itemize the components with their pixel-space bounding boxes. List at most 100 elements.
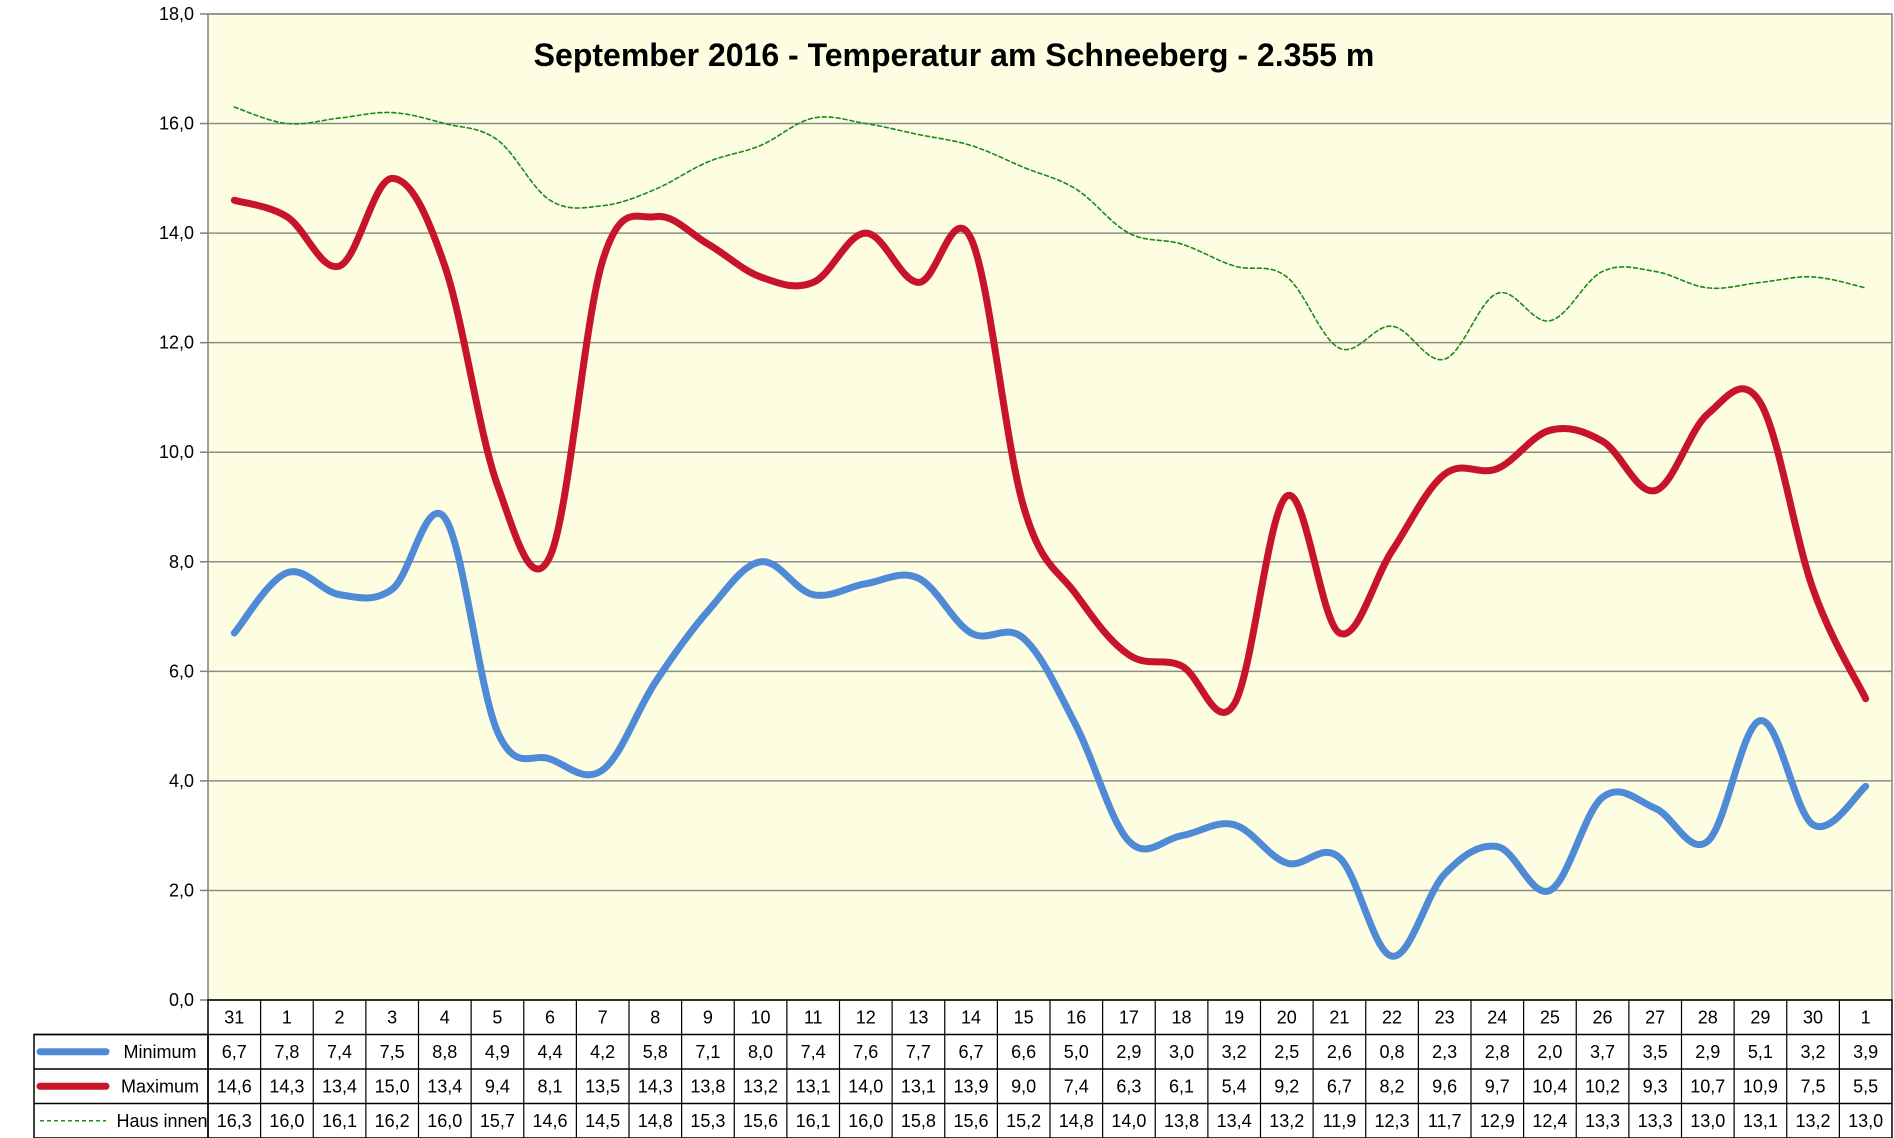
data-label-minimum: 7,1 — [695, 1042, 720, 1062]
data-label-maximum: 5,5 — [1853, 1076, 1878, 1096]
x-tick-label: 18 — [1172, 1007, 1192, 1027]
x-tick-label: 28 — [1698, 1007, 1718, 1027]
data-label-maximum: 14,6 — [217, 1076, 252, 1096]
data-label-minimum: 3,7 — [1590, 1042, 1615, 1062]
x-tick-label: 31 — [224, 1007, 244, 1027]
data-label-minimum: 8,8 — [432, 1042, 457, 1062]
data-label-minimum: 3,0 — [1169, 1042, 1194, 1062]
data-label-haus-innen: 15,7 — [480, 1111, 515, 1131]
x-tick-label: 22 — [1382, 1007, 1402, 1027]
data-label-haus-innen: 15,6 — [743, 1111, 778, 1131]
data-label-minimum: 7,8 — [274, 1042, 299, 1062]
data-label-minimum: 7,7 — [906, 1042, 931, 1062]
data-label-maximum: 13,1 — [901, 1076, 936, 1096]
x-tick-label: 2 — [335, 1007, 345, 1027]
y-tick-label: 6,0 — [169, 661, 194, 681]
data-label-haus-innen: 16,0 — [848, 1111, 883, 1131]
series-line-minimum — [230, 510, 1870, 960]
plot-area — [207, 13, 1893, 1001]
x-tick-label: 12 — [856, 1007, 876, 1027]
data-label-haus-innen: 15,8 — [901, 1111, 936, 1131]
data-label-haus-innen: 16,0 — [269, 1111, 304, 1131]
data-label-maximum: 14,3 — [638, 1076, 673, 1096]
data-label-maximum: 6,3 — [1116, 1076, 1141, 1096]
data-label-maximum: 10,7 — [1690, 1076, 1725, 1096]
y-tick-label: 4,0 — [169, 771, 194, 791]
x-tick-label: 1 — [282, 1007, 292, 1027]
data-label-maximum: 13,9 — [954, 1076, 989, 1096]
data-label-haus-innen: 13,3 — [1585, 1111, 1620, 1131]
data-label-minimum: 2,3 — [1432, 1042, 1457, 1062]
data-label-minimum: 7,6 — [853, 1042, 878, 1062]
data-label-minimum: 7,4 — [327, 1042, 352, 1062]
x-tick-label: 1 — [1861, 1007, 1871, 1027]
data-label-haus-innen: 13,0 — [1690, 1111, 1725, 1131]
data-label-maximum: 14,3 — [269, 1076, 304, 1096]
series-lines — [230, 106, 1870, 960]
y-tick-label: 8,0 — [169, 552, 194, 572]
data-label-haus-innen: 14,6 — [533, 1111, 568, 1131]
y-tick-label: 14,0 — [159, 223, 194, 243]
y-tick-label: 10,0 — [159, 442, 194, 462]
data-label-haus-innen: 13,0 — [1848, 1111, 1883, 1131]
data-label-minimum: 8,0 — [748, 1042, 773, 1062]
data-label-haus-innen: 14,5 — [585, 1111, 620, 1131]
x-tick-label: 6 — [545, 1007, 555, 1027]
chart-title: September 2016 - Temperatur am Schneeber… — [534, 37, 1375, 73]
x-tick-label: 23 — [1435, 1007, 1455, 1027]
x-tick-label: 7 — [598, 1007, 608, 1027]
data-label-minimum: 7,5 — [380, 1042, 405, 1062]
x-tick-label: 29 — [1750, 1007, 1770, 1027]
data-label-minimum: 2,8 — [1485, 1042, 1510, 1062]
x-tick-label: 26 — [1593, 1007, 1613, 1027]
data-label-minimum: 4,9 — [485, 1042, 510, 1062]
x-tick-label: 17 — [1119, 1007, 1139, 1027]
x-tick-label: 3 — [387, 1007, 397, 1027]
data-label-haus-innen: 13,2 — [1269, 1111, 1304, 1131]
y-tick-label: 0,0 — [169, 990, 194, 1010]
data-label-haus-innen: 12,3 — [1375, 1111, 1410, 1131]
series-line-haus-innen — [233, 106, 1867, 361]
data-label-haus-innen: 14,8 — [638, 1111, 673, 1131]
data-label-minimum: 2,6 — [1327, 1042, 1352, 1062]
x-tick-label: 19 — [1224, 1007, 1244, 1027]
data-label-haus-innen: 15,6 — [954, 1111, 989, 1131]
data-label-maximum: 13,5 — [585, 1076, 620, 1096]
y-axis: 0,0 2,0 4,0 6,0 8,0 10,0 12,0 14,0 16,0 18,0 — [159, 4, 208, 1010]
y-tick-label: 18,0 — [159, 4, 194, 24]
data-label-haus-innen: 13,4 — [1217, 1111, 1252, 1131]
x-tick-label: 27 — [1645, 1007, 1665, 1027]
data-label-minimum: 3,2 — [1222, 1042, 1247, 1062]
data-label-minimum: 3,5 — [1643, 1042, 1668, 1062]
data-label-haus-innen: 12,4 — [1532, 1111, 1567, 1131]
data-label-haus-innen: 13,8 — [1164, 1111, 1199, 1131]
data-label-maximum: 10,9 — [1743, 1076, 1778, 1096]
data-label-haus-innen: 14,8 — [1059, 1111, 1094, 1131]
data-label-maximum: 6,7 — [1327, 1076, 1352, 1096]
data-label-minimum: 2,9 — [1695, 1042, 1720, 1062]
x-tick-label: 20 — [1277, 1007, 1297, 1027]
data-label-minimum: 3,9 — [1853, 1042, 1878, 1062]
data-label-haus-innen: 16,3 — [217, 1111, 252, 1131]
data-label-haus-innen: 15,2 — [1006, 1111, 1041, 1131]
data-label-maximum: 13,8 — [690, 1076, 725, 1096]
data-label-maximum: 10,2 — [1585, 1076, 1620, 1096]
data-label-maximum: 15,0 — [375, 1076, 410, 1096]
data-label-maximum: 9,2 — [1274, 1076, 1299, 1096]
data-label-minimum: 2,5 — [1274, 1042, 1299, 1062]
x-tick-label: 24 — [1487, 1007, 1507, 1027]
x-tick-label: 21 — [1329, 1007, 1349, 1027]
x-tick-label: 5 — [492, 1007, 502, 1027]
data-label-haus-innen: 11,9 — [1323, 1111, 1357, 1131]
data-label-haus-innen: 13,2 — [1796, 1111, 1831, 1131]
data-label-haus-innen: 13,1 — [1743, 1111, 1778, 1131]
x-tick-label: 11 — [804, 1007, 823, 1027]
data-label-minimum: 5,0 — [1064, 1042, 1089, 1062]
x-tick-label: 25 — [1540, 1007, 1560, 1027]
legend-label-haus-innen: Haus innen — [116, 1111, 207, 1131]
data-label-minimum: 4,4 — [538, 1042, 563, 1062]
data-label-minimum: 2,0 — [1537, 1042, 1562, 1062]
data-label-haus-innen: 16,2 — [375, 1111, 410, 1131]
data-label-maximum: 9,3 — [1643, 1076, 1668, 1096]
